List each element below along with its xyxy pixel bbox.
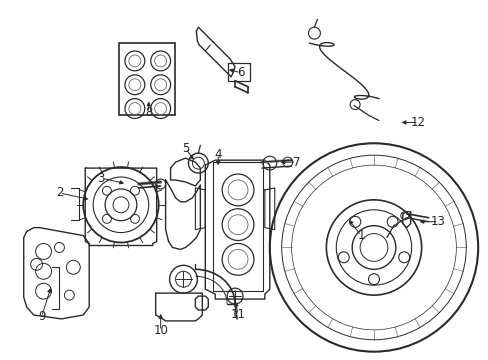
Text: 5: 5	[182, 142, 189, 155]
Text: 12: 12	[410, 116, 425, 129]
Text: 9: 9	[38, 310, 45, 323]
Text: 10: 10	[153, 324, 168, 337]
Text: 8: 8	[145, 106, 152, 119]
Text: 3: 3	[97, 171, 104, 185]
Text: 4: 4	[214, 148, 222, 161]
Text: 11: 11	[230, 309, 245, 321]
Bar	[213, 162, 263, 291]
Text: 13: 13	[430, 215, 445, 228]
Text: 1: 1	[357, 229, 364, 242]
Bar	[228, 63, 249, 81]
Text: 2: 2	[56, 186, 63, 199]
Text: 6: 6	[237, 66, 244, 79]
Text: 7: 7	[292, 156, 300, 168]
Bar	[119, 43, 174, 114]
